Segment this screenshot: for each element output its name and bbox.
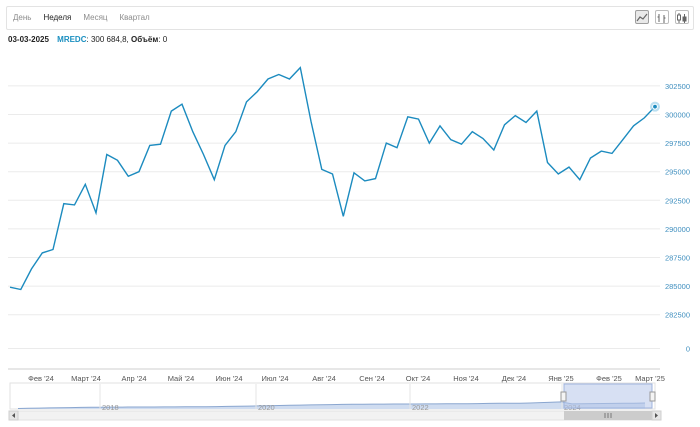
- info-volume-label: Объём: [130, 35, 159, 44]
- navigator[interactable]: 2018202020222024: [9, 382, 656, 412]
- scrollbar-track[interactable]: [8, 410, 662, 421]
- info-date: 03-03-2025: [8, 35, 49, 44]
- last-point-marker[interactable]: [652, 103, 658, 110]
- chart-type-buttons: [635, 10, 689, 24]
- x-tick-label: Авг '24: [312, 374, 336, 383]
- info-value: : 300 684,8,: [86, 35, 131, 44]
- y-tick-label: 297500: [665, 139, 690, 148]
- y-tick-label: 292500: [665, 196, 690, 205]
- x-tick-label: Май '24: [168, 374, 195, 383]
- navigator-handle-right[interactable]: [649, 391, 656, 402]
- bar-chart-button[interactable]: [655, 10, 669, 24]
- navigator-handle-left[interactable]: [560, 391, 567, 402]
- x-tick-label: Окт '24: [406, 374, 431, 383]
- x-tick-label: Янв '25: [548, 374, 573, 383]
- period-tabs: День Неделя Месяц Квартал: [7, 7, 156, 29]
- period-toolbar: День Неделя Месяц Квартал: [6, 6, 694, 30]
- y-axis-labels: 0 282500 285000 287500 290000 292500 295000 297…: [665, 82, 690, 354]
- candlestick-button[interactable]: [675, 10, 689, 24]
- candlestick-icon: [677, 13, 687, 23]
- y-tick-label: 290000: [665, 225, 690, 234]
- grid-lines: [8, 85, 660, 349]
- bar-chart-icon: [657, 14, 666, 23]
- scrollbar[interactable]: [8, 410, 662, 421]
- arrow-left-icon: [12, 413, 15, 418]
- y-tick-label: 295000: [665, 168, 690, 177]
- x-tick-label: Июн '24: [215, 374, 242, 383]
- navigator-series-line: [17, 401, 646, 409]
- series-line-mredc: [9, 66, 656, 291]
- x-tick-label: Фев '24: [28, 374, 54, 383]
- x-tick-label: Фев '25: [596, 374, 622, 383]
- arrow-right-icon: [655, 413, 658, 418]
- navigator-selection[interactable]: [563, 383, 653, 409]
- x-tick-label: Июл '24: [261, 374, 288, 383]
- y-tick-label: 0: [686, 345, 690, 354]
- y-tick-label: 300000: [665, 111, 690, 120]
- tab-week[interactable]: Неделя: [43, 13, 72, 22]
- x-axis-labels: Фев '24 Март '24 Апр '24 Май '24 Июн '24 Июл …: [28, 374, 665, 383]
- x-tick-label: Дек '24: [502, 374, 526, 383]
- x-tick-label: Апр '24: [121, 374, 146, 383]
- line-chart-icon: [636, 13, 648, 22]
- tab-month[interactable]: Месяц: [83, 13, 108, 22]
- navigator-year-label: 2018: [102, 403, 119, 412]
- line-chart-button[interactable]: [635, 10, 649, 24]
- point-info: 03-03-2025 MREDC: 300 684,8, Объём: 0: [8, 35, 167, 44]
- info-ticker: MREDC: [57, 35, 87, 44]
- x-tick-label: Ноя '24: [453, 374, 479, 383]
- navigator-year-label: 2022: [412, 403, 429, 412]
- tab-day[interactable]: День: [13, 13, 32, 22]
- navigator-year-label: 2020: [258, 403, 275, 412]
- x-tick-label: Сен '24: [359, 374, 385, 383]
- y-tick-label: 282500: [665, 311, 690, 320]
- y-tick-label: 285000: [665, 282, 690, 291]
- x-tick-label: Март '25: [635, 374, 665, 383]
- x-tick-label: Март '24: [71, 374, 101, 383]
- y-tick-label: 287500: [665, 254, 690, 263]
- info-volume-value: : 0: [158, 35, 168, 44]
- grip-icon: [604, 413, 612, 418]
- y-tick-label: 302500: [665, 82, 690, 91]
- tab-quarter[interactable]: Квартал: [119, 13, 150, 22]
